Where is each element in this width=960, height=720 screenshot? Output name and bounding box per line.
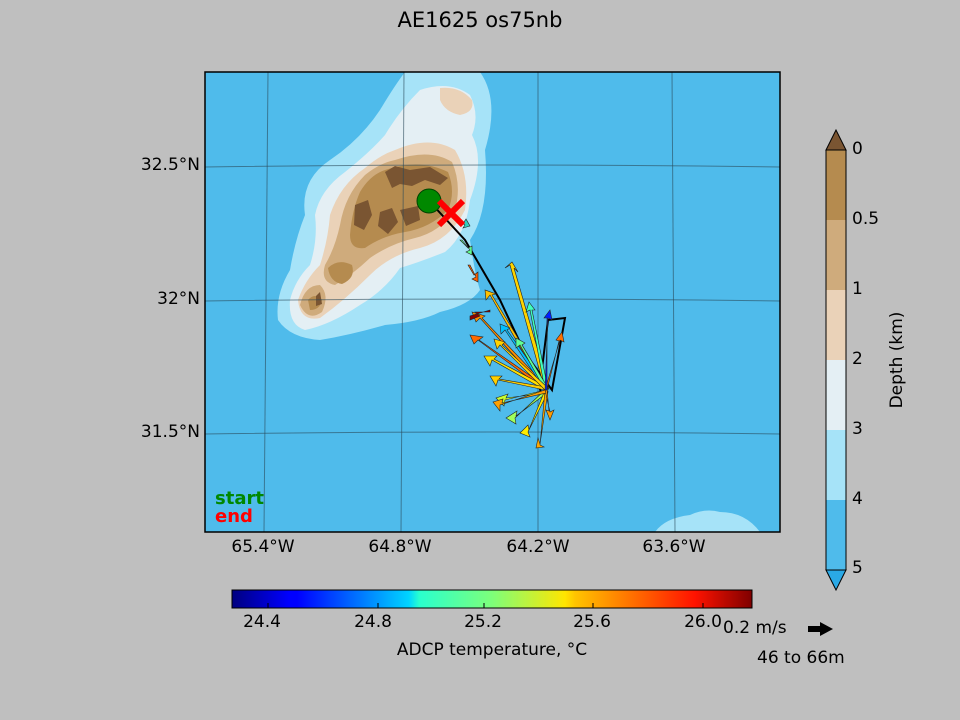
temp-tick: 24.8 [354, 612, 392, 632]
legend-start: start [215, 488, 264, 509]
depth-tick: 3 [852, 419, 863, 439]
end-marker [436, 198, 466, 228]
velocity-arrow [505, 389, 548, 425]
depth-tick: 2 [852, 349, 863, 369]
scale-arrow [808, 622, 833, 636]
temp-tick: 26.0 [684, 612, 722, 632]
depth-colorbar [825, 128, 847, 592]
scale-label: 0.2 m/s [723, 618, 787, 638]
lon-label-64.8: 64.8°W [368, 537, 432, 557]
depth-contour-2km [440, 87, 473, 115]
temp-tick: 25.2 [464, 612, 502, 632]
depth-tick: 0.5 [852, 209, 880, 229]
velocity-arrow [544, 388, 555, 421]
velocity-arrow [492, 389, 547, 412]
lat-label-32.5: 32.5°N [140, 155, 200, 175]
bathymetry-map [205, 72, 780, 532]
velocity-arrow [515, 337, 549, 391]
lat-label-32: 32°N [157, 289, 200, 309]
temp-tick: 25.6 [573, 612, 611, 632]
start-marker [416, 188, 442, 214]
velocity-arrow [489, 375, 547, 391]
lat-label-31.5: 31.5°N [140, 422, 200, 442]
plot-title: AE1625 os75nb [397, 8, 563, 32]
lon-label-64.2: 64.2°W [506, 537, 570, 557]
reef-platform [385, 166, 448, 188]
temp-colorbar-label: ADCP temperature, °C [396, 640, 588, 660]
velocity-arrow [459, 239, 473, 256]
depth-tick: 1 [852, 279, 863, 299]
depth-contour-0.5km [350, 164, 452, 249]
depth-colorbar-label: Depth (km) [887, 311, 907, 409]
velocity-arrow [543, 309, 553, 391]
velocity-arrow [493, 338, 549, 391]
velocity-arrow [469, 309, 491, 321]
velocity-arrow [544, 331, 565, 391]
depth-tick: 5 [852, 558, 863, 578]
depth-range-label: 46 to 66m [757, 648, 845, 668]
legend-end: end [215, 506, 253, 527]
velocity-arrow-group [451, 215, 565, 449]
temperature-colorbar [231, 589, 753, 609]
depth-tick: 0 [852, 139, 863, 159]
map-frame [204, 71, 781, 533]
adcp-vector-field [429, 201, 567, 449]
temp-tick: 24.4 [243, 612, 281, 632]
velocity-arrow [535, 389, 549, 449]
lon-label-63.6: 63.6°W [642, 537, 706, 557]
lon-label-65.4: 65.4°W [231, 537, 295, 557]
depth-tick: 4 [852, 489, 863, 509]
velocity-arrow [467, 264, 479, 283]
